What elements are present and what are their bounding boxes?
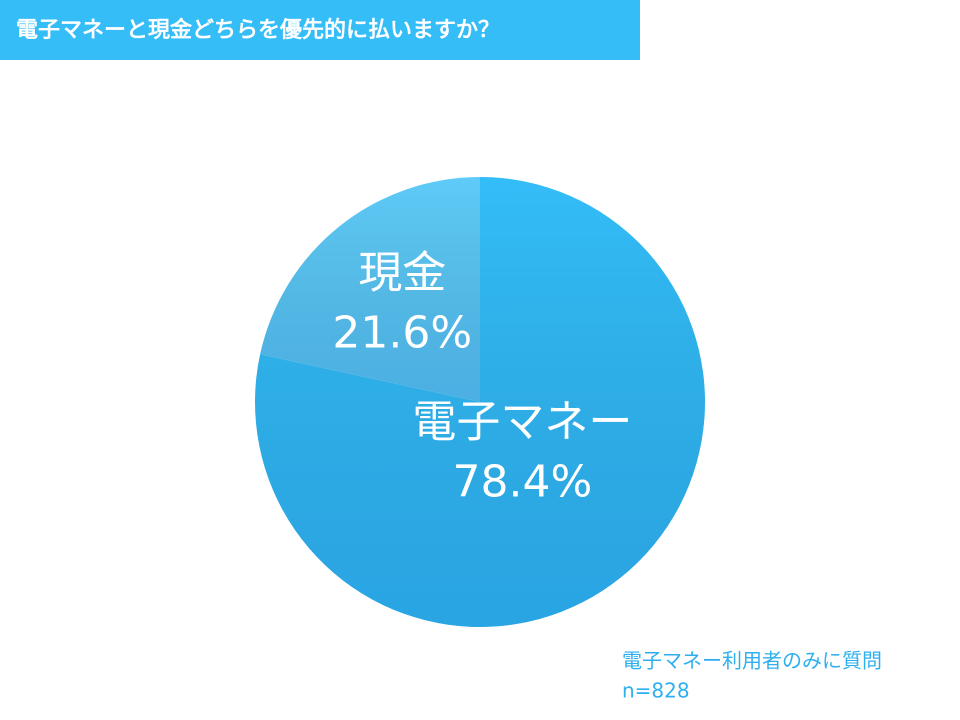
slice-category: 電子マネー <box>412 397 632 448</box>
slice-shade <box>255 177 706 627</box>
chart-title: 電子マネーと現金どちらを優先的に払いますか？ <box>16 17 500 43</box>
slice-value: 78.4% <box>452 457 592 508</box>
note: 電子マネー利用者のみに質問 <box>622 649 882 673</box>
pie <box>255 177 706 627</box>
slice-category: 現金 <box>358 248 446 299</box>
slice-shade <box>260 177 480 402</box>
title-banner <box>0 0 640 60</box>
slice-value: 21.6% <box>332 308 472 359</box>
note: n=828 <box>622 679 690 703</box>
